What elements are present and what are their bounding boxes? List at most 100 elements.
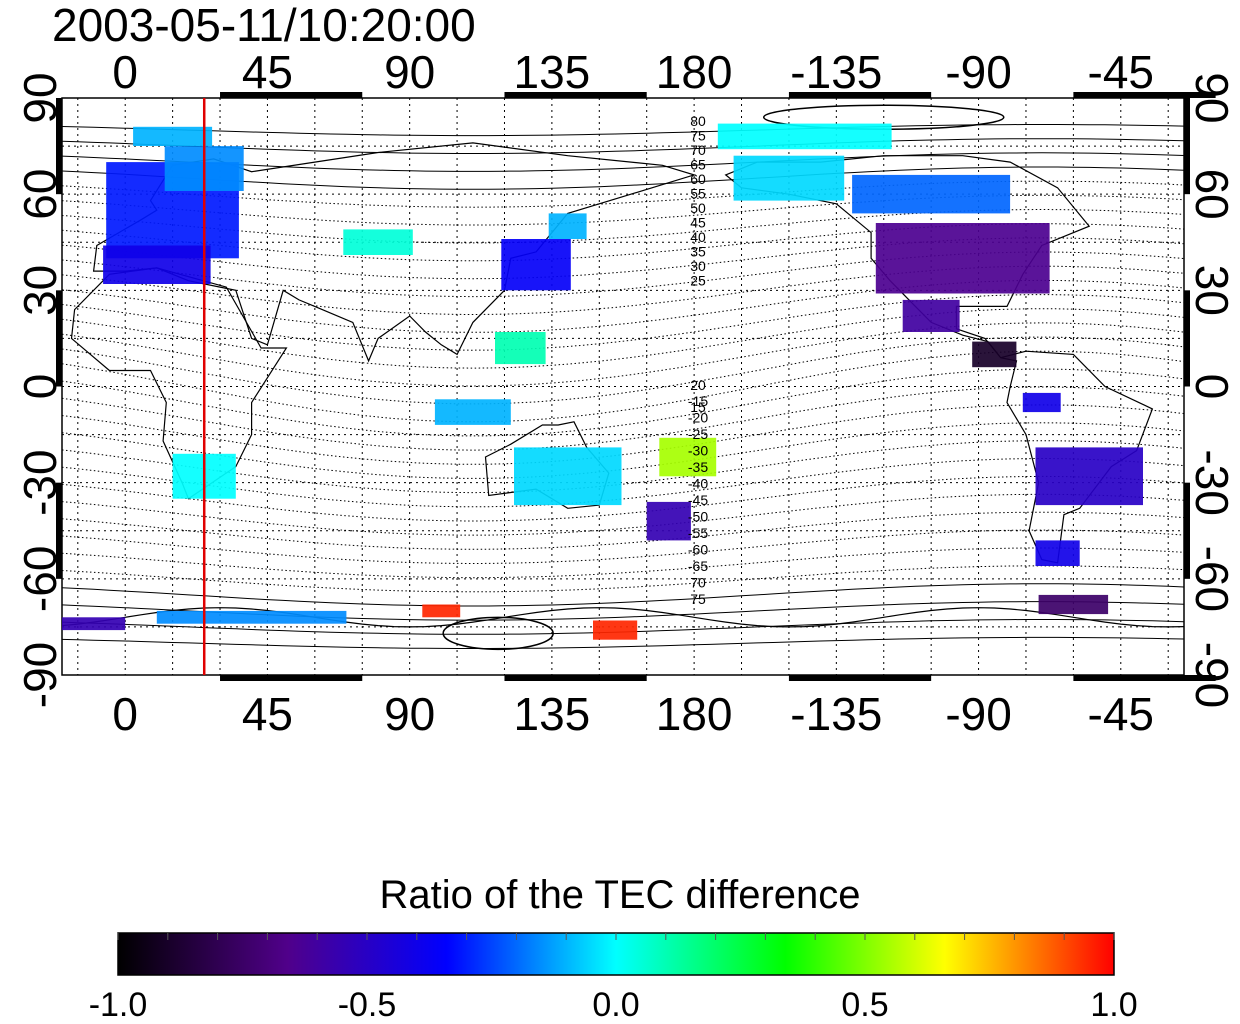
axis-segment [56,98,62,195]
contour-line [62,124,1184,137]
contour-label: 65 [690,157,706,173]
axis-segment [56,290,62,387]
contour-label: -15 [688,393,708,409]
axis-segment [1184,98,1190,195]
contour-label: -45 [688,492,708,508]
contour-label: -40 [688,476,708,492]
contour-line [62,422,1184,479]
x-tick-label-top: 0 [112,46,138,98]
tec-patch [62,617,126,631]
contour-label: 55 [690,186,706,202]
x-tick-label-bottom: -45 [1088,688,1154,740]
contour-line [62,583,1184,607]
tec-patch [902,299,960,332]
y-tick-label-left: -60 [14,546,66,612]
contour-label: 80 [690,113,706,129]
tec-patch [659,437,717,477]
tec-patch [103,245,211,284]
tec-patch [514,447,622,506]
x-tick-label-bottom: 45 [242,688,293,740]
y-tick-label-right: -30 [1186,449,1238,515]
contour-label: 75 [690,591,706,607]
contour-line [62,336,1184,405]
contour-label: -65 [688,558,708,574]
contour-label: 75 [690,128,706,144]
contour-line [62,547,1184,579]
contour-label: -55 [688,525,708,541]
contour-label: -25 [688,426,708,442]
tec-patch [1035,447,1143,506]
y-tick-label-left: 90 [14,72,66,123]
axis-segment [1073,92,1216,98]
contour-label: 40 [690,229,706,245]
tec-patch [133,126,213,146]
tec-patch [1022,392,1061,413]
colorbar-tick-label: 0.5 [841,986,888,1024]
tec-patch [875,223,1050,294]
contour-line [62,493,1184,536]
tec-patch [495,332,546,365]
contour-line [62,152,1184,172]
axis-segment [220,675,363,681]
contour-labels: 8075706560555045403530252015-15-20-25-30… [688,113,708,607]
contour-line [62,404,1184,465]
axes: 0045459090135135180180-135-135-90-90-45-… [14,46,1238,740]
colorbar-tick-label: 0.0 [592,986,639,1024]
tec-patch [972,341,1017,368]
tec-patch [646,501,691,541]
contour-label: 30 [690,258,706,274]
tec-patch [733,155,845,201]
x-tick-label-top: 90 [384,46,435,98]
axis-segment [788,92,932,98]
contour-label: 25 [690,273,706,289]
x-tick-label-bottom: -135 [790,688,882,740]
y-tick-label-right: 60 [1186,169,1238,220]
contour-label: 15 [690,399,706,415]
contour-label: 35 [690,244,706,260]
colorbar-tick-label: -0.5 [338,986,397,1024]
tec-patch [852,174,1011,214]
x-tick-label-top: -90 [945,46,1011,98]
contour-line [62,440,1184,494]
x-tick-label-top: -45 [1088,46,1154,98]
chart-title: 2003-05-11/10:20:00 [52,0,476,51]
y-tick-label-left: 30 [14,265,66,316]
axis-segment [1184,482,1190,579]
contour-label: 45 [690,215,706,231]
coastline [62,607,1184,628]
x-tick-label-top: 135 [514,46,591,98]
contour-line [62,265,1184,316]
contour-line [62,529,1184,565]
contour-label: -35 [688,459,708,475]
contour-label: -30 [688,443,708,459]
y-tick-label-right: -90 [1186,642,1238,708]
axis-segment [1073,675,1216,681]
contour-label: 50 [690,200,706,216]
contour-line [62,251,1184,298]
contour-label: 70 [690,142,706,158]
x-tick-label-bottom: 90 [384,688,435,740]
tec-patch [1035,540,1080,566]
tec-patch [434,399,511,425]
contour-label: 20 [690,377,706,393]
tec-patch [717,123,892,150]
contour-label: -50 [688,509,708,525]
x-tick-label-top: -135 [790,46,882,98]
x-tick-label-top: 45 [242,46,293,98]
axis-segment [504,675,647,681]
contour-line [442,616,554,651]
y-tick-label-right: 30 [1186,265,1238,316]
contour-line [62,308,1184,369]
y-tick-label-right: -60 [1186,546,1238,612]
colorbar-title: Ratio of the TEC difference [379,873,861,917]
contour-line [62,636,1184,649]
tec-patches [62,123,1143,640]
axis-segment [504,92,647,98]
contour-line [62,322,1184,387]
tec-patch [343,229,413,255]
contour-line [62,237,1184,280]
axis-segment [788,675,932,681]
y-tick-label-left: 60 [14,169,66,220]
contour-line [62,565,1184,593]
